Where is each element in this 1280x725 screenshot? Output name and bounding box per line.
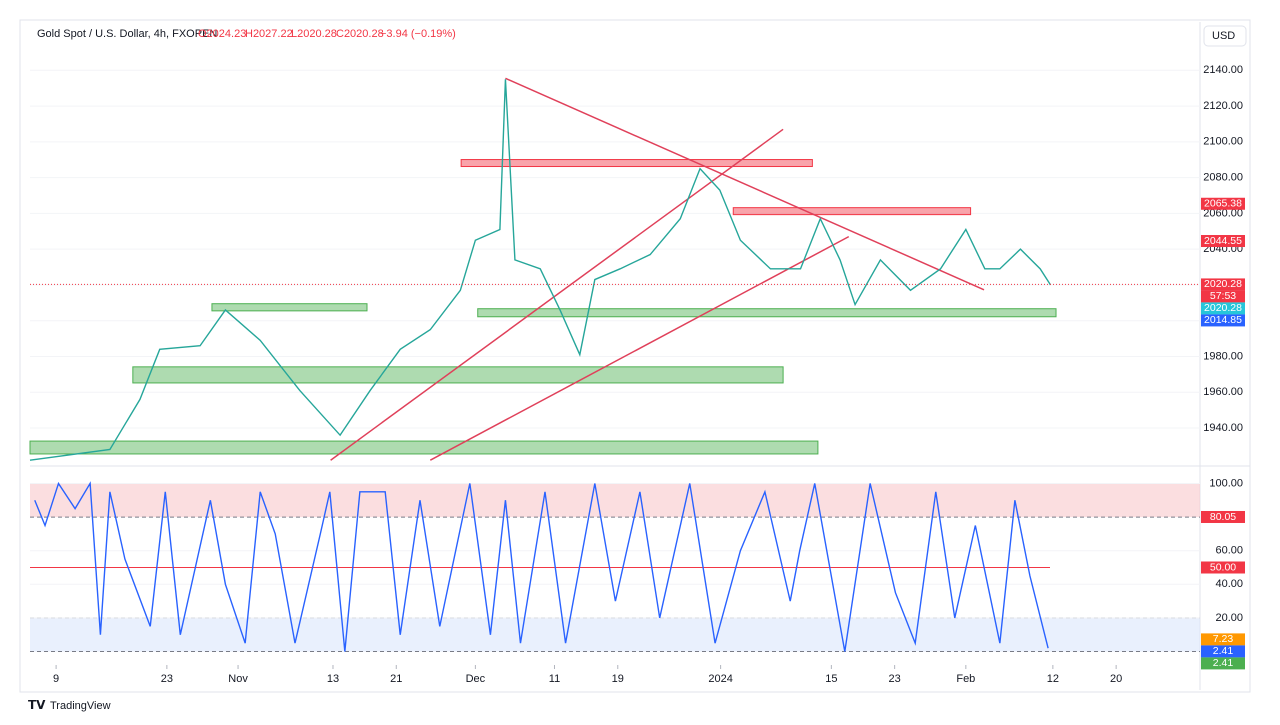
currency-button[interactable] [1203, 25, 1247, 47]
y-tick-label: 40.00 [1215, 578, 1243, 590]
price-label: 80.05 [1210, 511, 1236, 523]
x-tick-label: Nov [228, 673, 248, 685]
zone [460, 159, 813, 168]
price-label-box [1201, 510, 1245, 523]
band [30, 617, 1200, 652]
ohlc-high: H2027.22 [245, 28, 293, 40]
price-label: 2020.28 [1204, 278, 1242, 290]
x-tick-label: Feb [956, 673, 975, 685]
price-label: 2020.28 [1204, 302, 1242, 314]
price-label-box [1201, 645, 1245, 658]
series-line [34, 481, 1049, 652]
price-label: 50.00 [1210, 561, 1236, 573]
price-label-box [1201, 302, 1245, 315]
price-label-box [1201, 633, 1245, 646]
price-label: 7.23 [1213, 633, 1234, 645]
price-label-box [1201, 657, 1245, 670]
currency[interactable]: USD [1212, 30, 1235, 42]
zone [211, 303, 368, 312]
x-tick-label: 11 [549, 673, 560, 685]
x-tick-label: 9 [53, 673, 59, 685]
trendline [429, 235, 850, 461]
band [30, 483, 1200, 518]
price-label: 2.41 [1213, 657, 1234, 669]
x-tick-label: 15 [825, 673, 837, 685]
y-tick-label: 2080.00 [1203, 172, 1243, 184]
y-tick-label: 2120.00 [1203, 100, 1243, 112]
y-tick-label: 1940.00 [1203, 422, 1243, 434]
y-tick-label: 20.00 [1215, 612, 1243, 624]
brand: TradingView [50, 700, 111, 712]
x-tick-label: 21 [390, 673, 402, 685]
price-label: 2014.85 [1204, 314, 1242, 326]
zone [477, 308, 1057, 318]
ohlc-open: O2024.23 [198, 28, 246, 40]
price-label-box [1201, 235, 1245, 248]
x-tick-label: 2024 [708, 673, 732, 685]
zone [132, 366, 784, 384]
trendline [505, 77, 985, 291]
x-tick-label: 13 [327, 673, 339, 685]
x-tick-label: Dec [466, 673, 486, 685]
series-line [29, 79, 1052, 461]
countdown: 57:53 [1210, 290, 1236, 302]
x-tick-label: 20 [1110, 673, 1122, 685]
price-label-box [1201, 278, 1245, 291]
zone [732, 207, 972, 216]
x-tick-label: 12 [1047, 673, 1059, 685]
price-label: 2044.55 [1204, 235, 1242, 247]
y-tick-label: 100.00 [1209, 477, 1243, 489]
zone [29, 440, 819, 455]
price-label-box [1201, 314, 1245, 327]
price-label-box [1201, 197, 1245, 210]
y-tick-label: 60.00 [1215, 545, 1243, 557]
ohlc-change: −3.94 (−0.19%) [380, 28, 456, 40]
y-tick-label: 1980.00 [1203, 350, 1243, 362]
x-tick-label: 19 [612, 673, 624, 685]
y-tick-label: 2140.00 [1203, 64, 1243, 76]
x-tick-label: 23 [889, 673, 901, 685]
ohlc-close: C2020.28 [336, 28, 384, 40]
ohlc-low: L2020.28 [291, 28, 337, 40]
y-tick-label: 1960.00 [1203, 386, 1243, 398]
price-label-box [1201, 561, 1245, 574]
price-label: 2.41 [1213, 645, 1234, 657]
y-tick-label: 2060.00 [1203, 207, 1243, 219]
price-label: 2065.38 [1204, 198, 1242, 210]
countdown-box [1201, 290, 1245, 303]
y-tick-label: 2100.00 [1203, 136, 1243, 148]
x-tick-label: 23 [161, 673, 173, 685]
symbol: Gold Spot / U.S. Dollar, 4h, FXOPEN [37, 28, 217, 40]
brand-logo: 𝗧𝗩 [28, 698, 46, 712]
trendline [330, 128, 784, 461]
